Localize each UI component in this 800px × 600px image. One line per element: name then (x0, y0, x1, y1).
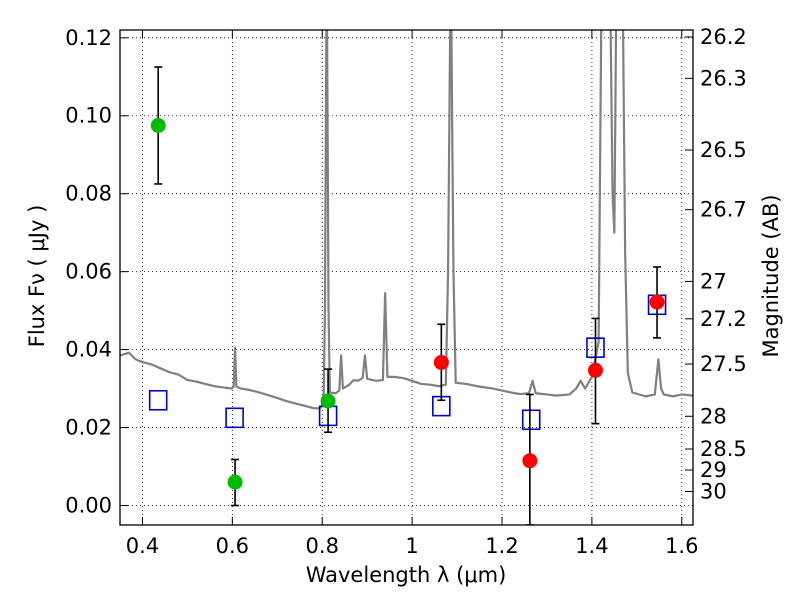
photometry-point (649, 294, 665, 310)
right-tick-label: 26.3 (700, 66, 747, 90)
model-square-marker (148, 389, 168, 411)
x-tick-label: 0.6 (216, 534, 249, 558)
spectrum-line (120, 30, 693, 410)
model-square-marker (521, 409, 541, 431)
y-tick-label: 0.04 (65, 338, 112, 362)
ticks: 0.4 0.6 0.8 1 1.2 1.4 1.6 0.00 0.02 0.04 0.06 0.08 0… (65, 25, 747, 558)
right-tick-label: 26.7 (700, 198, 747, 222)
right-tick-label: 26.5 (700, 138, 747, 162)
y-tick-label: 0.02 (65, 416, 112, 440)
photometry-point (320, 393, 336, 409)
x-axis-title: Wavelength λ (μm) (306, 563, 507, 587)
photometry-point (433, 354, 449, 370)
x-tick-label: 1.6 (665, 534, 698, 558)
plot-area-frame (119, 29, 694, 526)
x-tick-label: 1.4 (575, 534, 608, 558)
right-tick-label: 27.5 (700, 352, 747, 376)
right-tick-label: 27 (700, 269, 727, 293)
model-square-marker (225, 407, 244, 429)
right-tick-label: 30 (700, 479, 727, 503)
photometry-point (227, 474, 243, 490)
x-tick-label: 0.8 (306, 534, 339, 558)
y-tick-label: 0.06 (65, 260, 112, 284)
y-tick-label: 0.08 (65, 182, 112, 206)
photometry-point (150, 117, 166, 133)
y-tick-label: 0.12 (65, 26, 112, 50)
y-tick-label: 0.10 (65, 104, 112, 128)
photometry-point (587, 362, 603, 378)
x-tick-label: 1 (405, 534, 418, 558)
y-tick-label: 0.00 (65, 494, 112, 518)
x-tick-label: 0.4 (126, 534, 159, 558)
grid (120, 30, 693, 525)
y-axis-title: Flux Fν ( μJy ) (25, 205, 49, 348)
series-layer (120, 30, 693, 525)
x-tick-label: 1.2 (485, 534, 518, 558)
right-tick-label: 29 (700, 458, 727, 482)
right-tick-label: 27.2 (700, 307, 747, 331)
right-tick-label: 26.2 (700, 25, 747, 49)
right-tick-label: 28 (700, 404, 727, 428)
right-tick-label: 28.5 (700, 437, 747, 461)
y-axis-right-title: Magnitude (AB) (759, 194, 783, 357)
photometry-point (522, 453, 538, 469)
